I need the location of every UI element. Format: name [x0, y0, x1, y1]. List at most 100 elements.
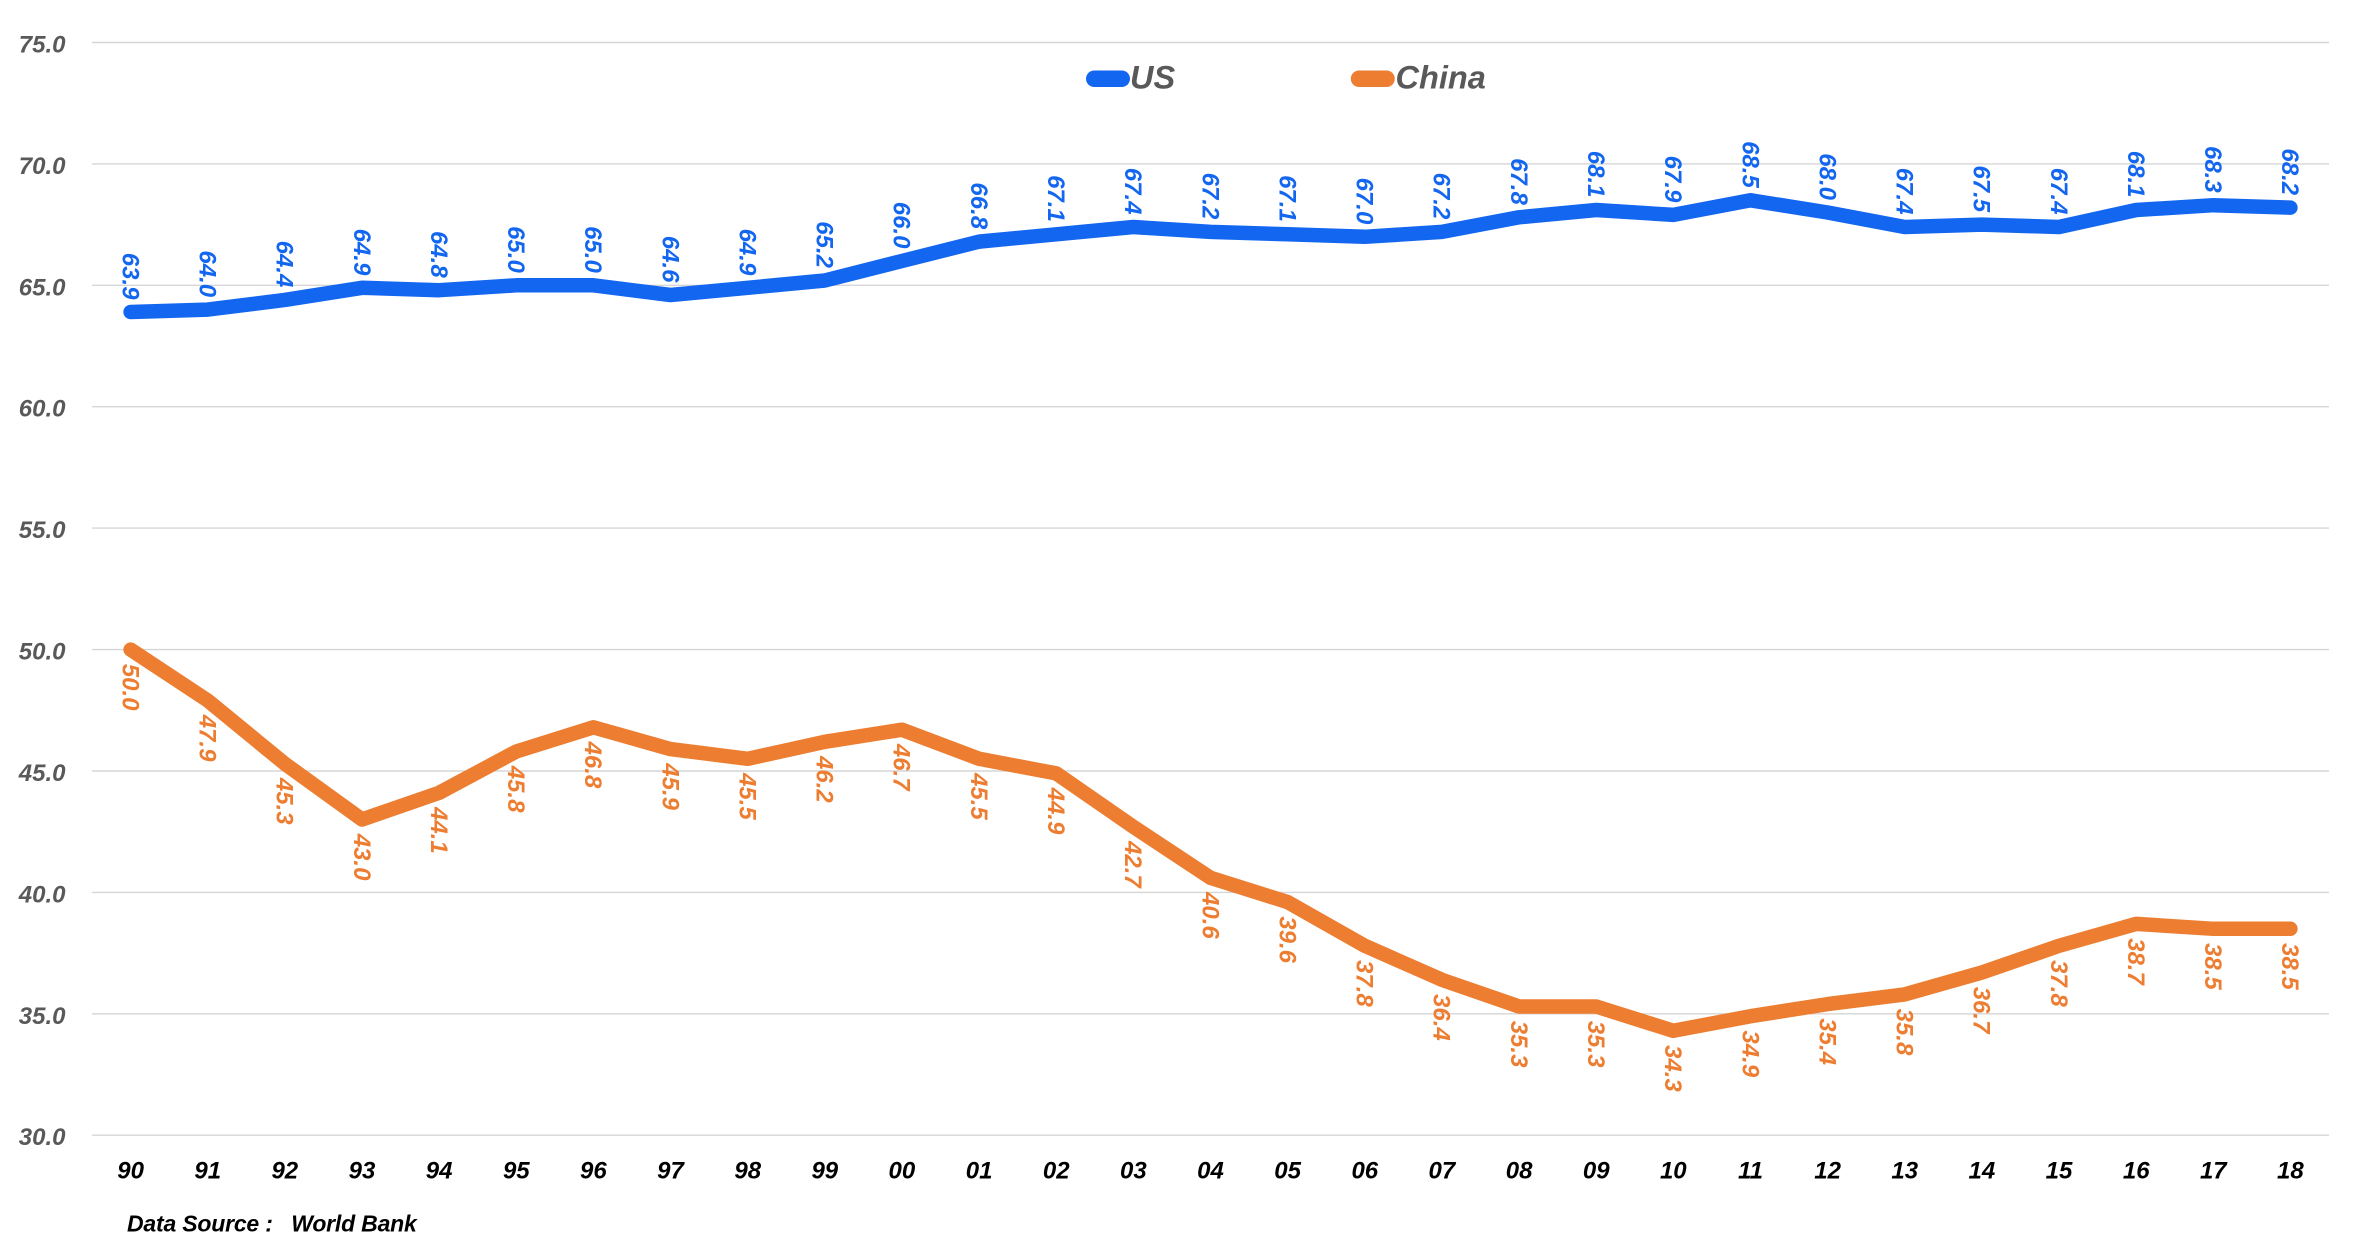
svg-text:02: 02 — [1043, 1158, 1070, 1185]
svg-text:67.4: 67.4 — [2045, 168, 2072, 215]
svg-text:99: 99 — [811, 1158, 838, 1185]
svg-text:US: US — [1130, 60, 1175, 96]
svg-text:64.4: 64.4 — [271, 241, 298, 288]
svg-text:46.2: 46.2 — [811, 755, 838, 803]
svg-text:36.4: 36.4 — [1428, 994, 1455, 1041]
svg-text:37.8: 37.8 — [2045, 960, 2072, 1007]
svg-text:47.9: 47.9 — [194, 714, 221, 762]
svg-text:39.6: 39.6 — [1273, 916, 1300, 963]
svg-text:91: 91 — [194, 1158, 221, 1185]
svg-text:94: 94 — [426, 1158, 453, 1185]
svg-text:66.0: 66.0 — [888, 202, 915, 249]
svg-text:Data Source : World Bank: Data Source : World Bank — [127, 1211, 418, 1237]
svg-text:64.6: 64.6 — [656, 236, 683, 283]
svg-text:67.9: 67.9 — [1659, 156, 1686, 203]
svg-text:50.0: 50.0 — [19, 639, 66, 666]
svg-text:64.9: 64.9 — [734, 229, 761, 276]
svg-text:15: 15 — [2046, 1158, 2073, 1185]
svg-text:06: 06 — [1351, 1158, 1378, 1185]
svg-text:44.1: 44.1 — [425, 806, 452, 854]
svg-text:75.0: 75.0 — [19, 32, 66, 59]
svg-text:65.0: 65.0 — [502, 226, 529, 273]
svg-text:35.3: 35.3 — [1582, 1021, 1609, 1068]
svg-text:45.5: 45.5 — [734, 772, 761, 820]
svg-text:30.0: 30.0 — [19, 1124, 66, 1151]
svg-text:China: China — [1396, 60, 1486, 96]
svg-text:35.4: 35.4 — [1813, 1018, 1840, 1065]
svg-text:05: 05 — [1274, 1158, 1301, 1185]
svg-text:67.1: 67.1 — [1273, 175, 1300, 222]
svg-text:55.0: 55.0 — [19, 517, 66, 544]
svg-text:68.2: 68.2 — [2276, 148, 2303, 195]
svg-text:35.0: 35.0 — [19, 1003, 66, 1030]
svg-text:16: 16 — [2123, 1158, 2150, 1185]
svg-text:01: 01 — [966, 1158, 993, 1185]
svg-text:37.8: 37.8 — [1351, 960, 1378, 1007]
svg-text:17: 17 — [2200, 1158, 2228, 1185]
svg-text:64.8: 64.8 — [425, 231, 452, 278]
svg-text:10: 10 — [1660, 1158, 1687, 1185]
svg-text:67.8: 67.8 — [1505, 158, 1532, 205]
svg-text:93: 93 — [349, 1158, 376, 1185]
svg-text:14: 14 — [1969, 1158, 1996, 1185]
svg-text:96: 96 — [580, 1158, 607, 1185]
svg-text:35.3: 35.3 — [1505, 1021, 1532, 1068]
svg-text:12: 12 — [1814, 1158, 1841, 1185]
svg-text:44.9: 44.9 — [1042, 787, 1069, 835]
svg-text:68.1: 68.1 — [1582, 151, 1609, 198]
svg-text:03: 03 — [1120, 1158, 1147, 1185]
svg-text:11: 11 — [1738, 1158, 1763, 1185]
svg-text:43.0: 43.0 — [348, 833, 375, 881]
svg-text:18: 18 — [2277, 1158, 2304, 1185]
svg-text:68.1: 68.1 — [2122, 151, 2149, 198]
svg-text:67.0: 67.0 — [1351, 178, 1378, 225]
svg-text:68.0: 68.0 — [1813, 153, 1840, 200]
svg-text:92: 92 — [271, 1158, 298, 1185]
svg-text:64.0: 64.0 — [194, 250, 221, 297]
svg-text:65.0: 65.0 — [19, 274, 66, 301]
svg-text:38.5: 38.5 — [2276, 943, 2303, 990]
svg-text:09: 09 — [1583, 1158, 1610, 1185]
svg-text:35.8: 35.8 — [1891, 1009, 1918, 1056]
svg-text:60.0: 60.0 — [19, 396, 66, 423]
svg-text:34.3: 34.3 — [1659, 1045, 1686, 1092]
svg-text:45.8: 45.8 — [502, 765, 529, 813]
svg-text:46.7: 46.7 — [888, 743, 915, 792]
svg-text:45.9: 45.9 — [656, 762, 683, 810]
svg-text:38.7: 38.7 — [2122, 938, 2149, 986]
svg-text:45.5: 45.5 — [965, 772, 992, 820]
svg-text:97: 97 — [657, 1158, 685, 1185]
svg-text:70.0: 70.0 — [19, 153, 66, 180]
svg-text:98: 98 — [734, 1158, 761, 1185]
svg-text:64.9: 64.9 — [348, 229, 375, 276]
svg-text:67.4: 67.4 — [1119, 168, 1146, 215]
svg-text:42.7: 42.7 — [1119, 840, 1146, 889]
svg-text:36.7: 36.7 — [1968, 987, 1995, 1035]
svg-text:13: 13 — [1891, 1158, 1918, 1185]
svg-text:65.0: 65.0 — [579, 226, 606, 273]
svg-text:38.5: 38.5 — [2199, 943, 2226, 990]
svg-text:68.3: 68.3 — [2199, 146, 2226, 193]
svg-text:65.2: 65.2 — [811, 221, 838, 268]
svg-text:40.6: 40.6 — [1196, 891, 1223, 939]
svg-text:40.0: 40.0 — [18, 881, 66, 908]
svg-text:67.1: 67.1 — [1042, 175, 1069, 222]
svg-text:07: 07 — [1429, 1158, 1457, 1185]
svg-text:66.8: 66.8 — [965, 182, 992, 229]
svg-text:04: 04 — [1197, 1158, 1224, 1185]
svg-text:67.2: 67.2 — [1196, 173, 1223, 220]
svg-text:08: 08 — [1506, 1158, 1533, 1185]
svg-text:46.8: 46.8 — [579, 741, 606, 789]
svg-text:68.5: 68.5 — [1736, 141, 1763, 188]
svg-text:00: 00 — [889, 1158, 916, 1185]
svg-text:67.4: 67.4 — [1891, 168, 1918, 215]
svg-text:67.5: 67.5 — [1968, 165, 1995, 212]
svg-text:67.2: 67.2 — [1428, 173, 1455, 220]
svg-text:63.9: 63.9 — [116, 253, 143, 300]
svg-text:95: 95 — [503, 1158, 530, 1185]
svg-text:45.3: 45.3 — [271, 777, 298, 825]
svg-text:90: 90 — [117, 1158, 144, 1185]
svg-text:45.0: 45.0 — [18, 760, 66, 787]
svg-text:34.9: 34.9 — [1736, 1030, 1763, 1077]
svg-text:50.0: 50.0 — [116, 664, 143, 711]
